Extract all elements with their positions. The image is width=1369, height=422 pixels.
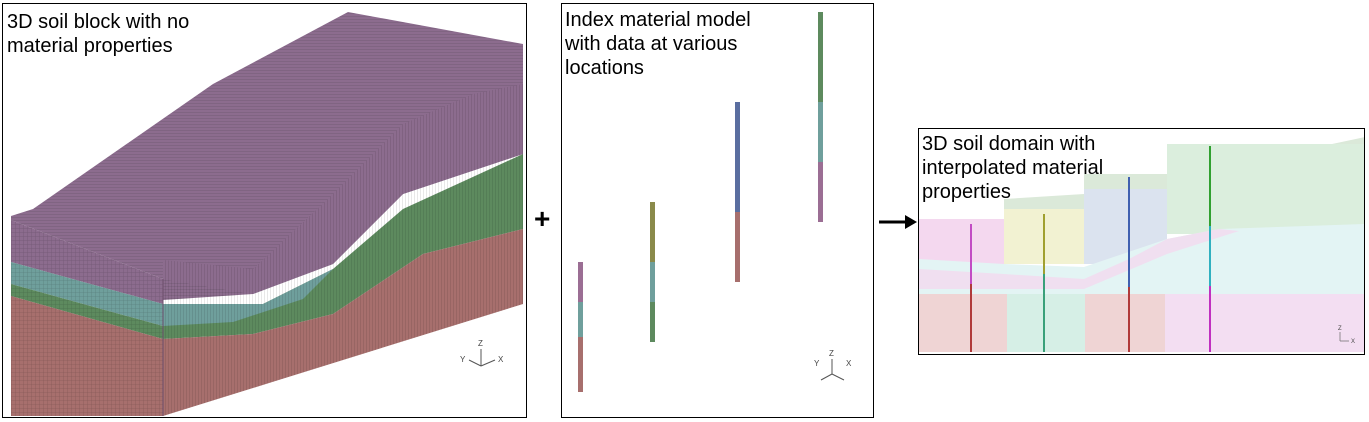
borehole-4 — [818, 12, 823, 222]
axis-z-label-right: Z — [1338, 326, 1342, 332]
front-face-texture — [11, 220, 163, 416]
axis-y-label-left: Y — [460, 355, 466, 364]
soil-block-panel: Z Y X 3D soil block with no material pro… — [2, 3, 527, 418]
axis-y-label-middle: Y — [814, 359, 820, 368]
soil-block-render: Z Y X — [11, 12, 523, 416]
interpolated-borehole-4 — [1209, 146, 1211, 352]
right-face-texture — [163, 84, 523, 416]
interpolated-borehole-1 — [970, 224, 972, 352]
axis-x-label-left: X — [498, 355, 504, 364]
interpolated-domain-caption: 3D soil domain with interpolated materia… — [922, 133, 1104, 203]
axis-z-label-left: Z — [478, 339, 483, 348]
interpolated-borehole-2 — [1043, 214, 1045, 352]
interpolated-borehole-3 — [1128, 177, 1130, 352]
arrow-operator — [879, 215, 917, 229]
axis-x-label-middle: X — [846, 359, 852, 368]
axis-z-label-middle: Z — [829, 349, 834, 358]
axis-x-label-right: X — [1351, 339, 1355, 345]
soil-block-caption: 3D soil block with no material propertie… — [7, 10, 190, 58]
borehole-1 — [578, 262, 583, 392]
axis-triad-left — [468, 349, 496, 367]
index-model-render: Z Y X — [578, 12, 852, 392]
interpolated-domain-render: Z X — [919, 137, 1364, 352]
borehole-3 — [735, 102, 740, 282]
plus-operator: + — [534, 203, 551, 234]
borehole-2 — [650, 202, 655, 342]
axis-triad-middle — [820, 359, 845, 381]
index-model-panel: Z Y X Index material model with data at … — [561, 3, 874, 418]
top-surface-texture — [11, 12, 523, 300]
axis-triad-right — [1339, 332, 1349, 342]
interpolated-domain-panel: Z X 3D soil domain with interpolated mat… — [918, 128, 1365, 355]
index-model-caption: Index material model with data at variou… — [565, 9, 751, 79]
